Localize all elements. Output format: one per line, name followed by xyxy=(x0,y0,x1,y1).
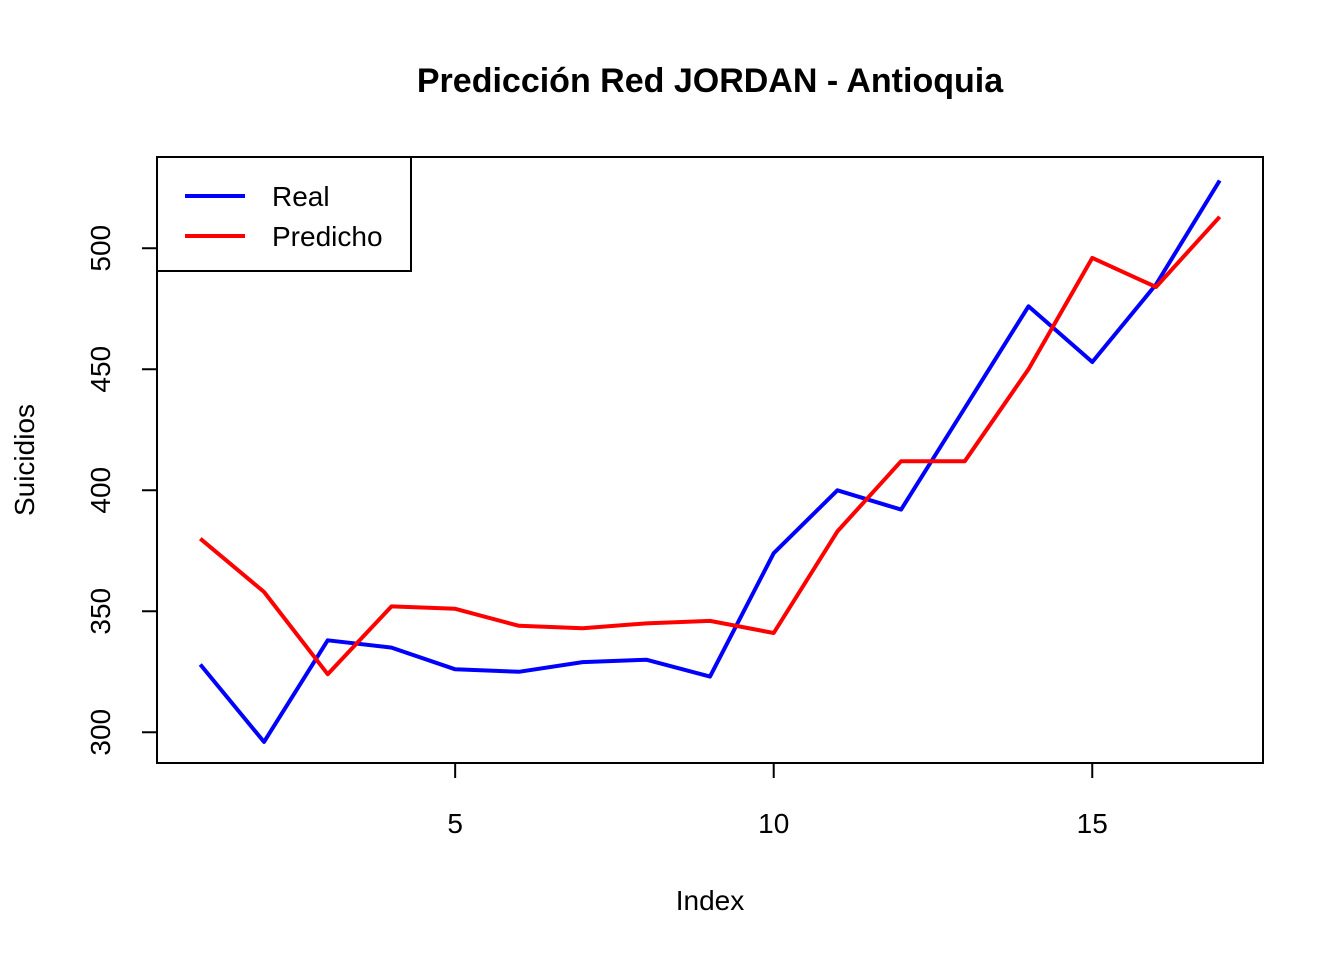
series-line-predicho xyxy=(199,215,1222,677)
x-axis: 5 10 15 xyxy=(447,763,1108,839)
y-tick-label: 450 xyxy=(85,346,116,393)
y-axis: 300 350 400 450 500 xyxy=(85,225,157,756)
y-tick-label: 400 xyxy=(85,467,116,514)
x-axis-label: Index xyxy=(676,885,745,916)
x-tick-label: 10 xyxy=(758,808,789,839)
y-tick-label: 500 xyxy=(85,225,116,272)
y-tick-label: 350 xyxy=(85,588,116,635)
series-layer xyxy=(198,179,1222,744)
legend-label-real: Real xyxy=(272,181,330,212)
chart-title: Predicción Red JORDAN - Antioquia xyxy=(417,62,1004,100)
plot-frame xyxy=(156,156,1264,764)
legend: Real Predicho xyxy=(156,156,412,272)
legend-box xyxy=(156,156,412,272)
series-line-real xyxy=(198,179,1222,744)
legend-label-predicho: Predicho xyxy=(272,221,383,252)
y-tick-label: 300 xyxy=(85,709,116,756)
y-axis-label: Suicidios xyxy=(9,404,40,516)
x-tick-label: 15 xyxy=(1077,808,1108,839)
x-tick-label: 5 xyxy=(447,808,463,839)
